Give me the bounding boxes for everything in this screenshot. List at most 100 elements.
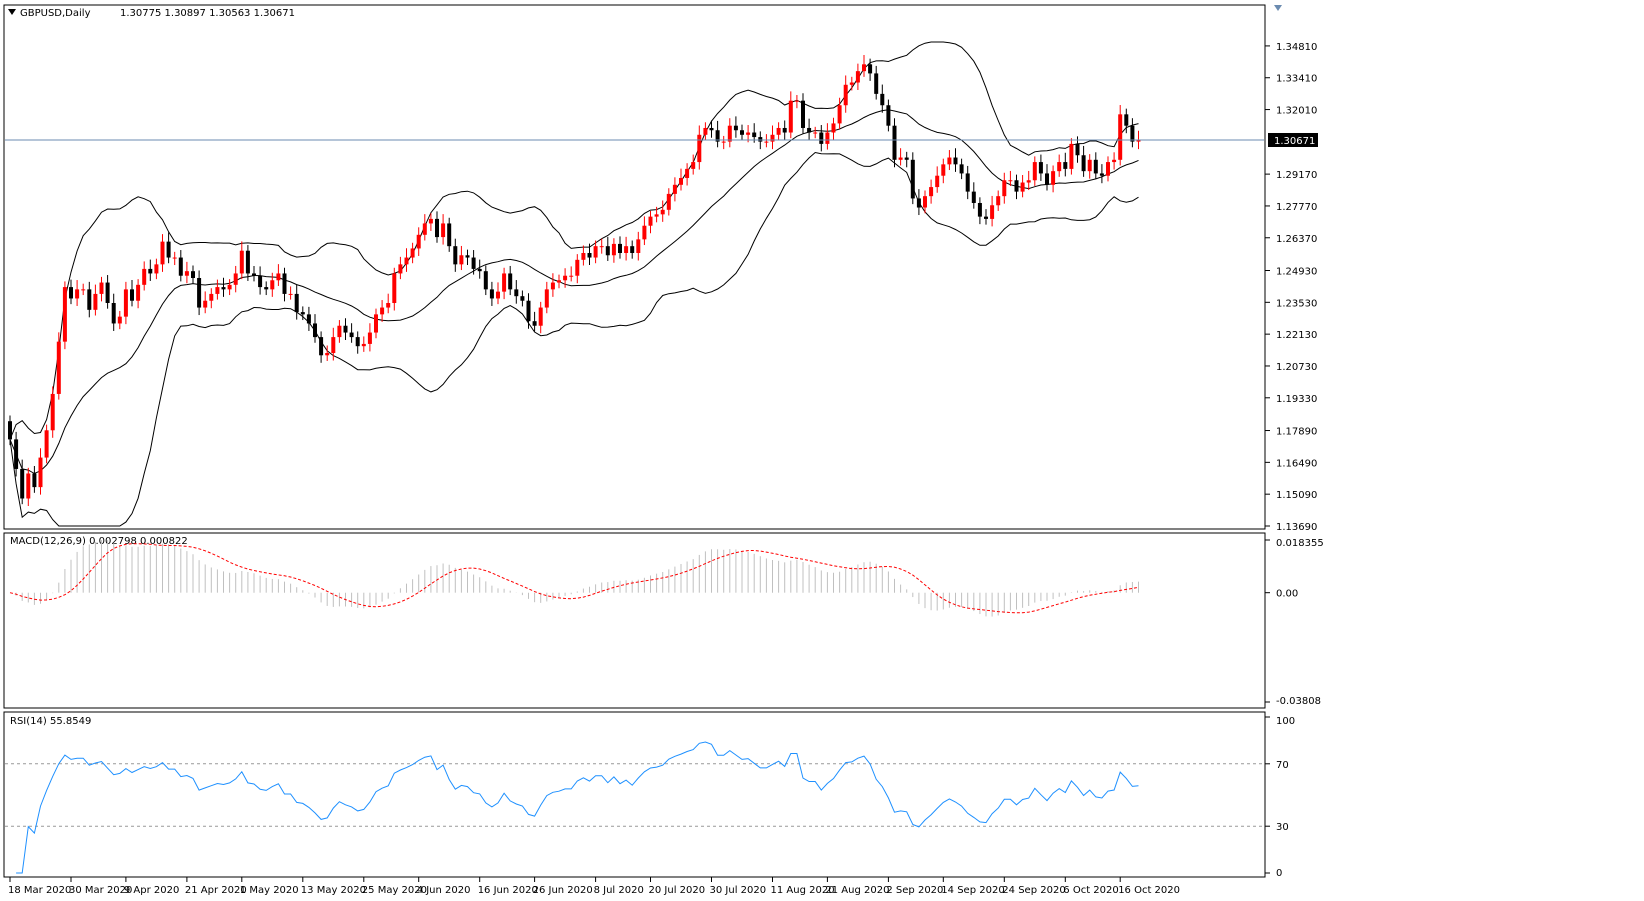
- candle-body: [599, 246, 604, 248]
- candle-body: [87, 289, 92, 310]
- candle-body: [715, 130, 720, 142]
- macd-tick-label: -0.03808: [1276, 696, 1321, 707]
- x-tick-label: 18 Mar 2020: [8, 885, 71, 896]
- candle-body: [1136, 140, 1141, 142]
- candle-body: [1106, 162, 1110, 176]
- x-tick-label: 25 May 2020: [362, 885, 427, 896]
- candle-body: [892, 125, 897, 160]
- candle-body: [666, 193, 671, 210]
- candle-body: [26, 473, 31, 499]
- candle-body: [941, 164, 946, 176]
- candle-body: [99, 282, 104, 294]
- candle-body: [727, 125, 732, 142]
- candle-body: [416, 234, 421, 249]
- macd-tick-label: 0.018355: [1276, 538, 1324, 549]
- candle-body: [1099, 173, 1104, 176]
- candle-body: [691, 162, 696, 169]
- candle-body: [1038, 162, 1043, 174]
- triangle-down-icon[interactable]: [8, 9, 16, 15]
- candle-body: [1008, 180, 1013, 182]
- candle-body: [20, 468, 25, 499]
- price-tick-label: 1.24930: [1276, 266, 1317, 277]
- candle-body: [459, 255, 464, 265]
- candle-body: [996, 196, 1001, 206]
- x-tick-label: 26 Jun 2020: [533, 885, 593, 896]
- candle-body: [422, 223, 427, 235]
- scroll-marker-icon[interactable]: [1274, 5, 1282, 11]
- price-panel-frame: [3, 4, 1266, 530]
- x-tick-label: 30 Jul 2020: [710, 885, 767, 896]
- candle-body: [483, 271, 488, 290]
- macd-tick-label: 0.00: [1276, 589, 1298, 600]
- candle-body: [398, 264, 403, 274]
- candle-body: [752, 132, 757, 138]
- candle-body: [575, 259, 580, 276]
- candle-body: [1063, 162, 1068, 169]
- price-tick-label: 1.26370: [1276, 234, 1317, 245]
- candle-body: [56, 341, 61, 394]
- candle-body: [361, 343, 366, 347]
- candle-body: [337, 325, 342, 338]
- candle-body: [746, 132, 751, 135]
- candle-body: [367, 332, 372, 344]
- candle-body: [837, 105, 842, 124]
- candle-body: [435, 218, 439, 238]
- candle-body: [410, 248, 415, 258]
- candle-body: [1087, 159, 1092, 172]
- candle-body: [227, 284, 232, 290]
- candle-body: [282, 273, 287, 294]
- candle-body: [404, 257, 409, 265]
- candle-body: [69, 287, 73, 299]
- price-tick-label: 1.27770: [1276, 202, 1317, 213]
- candle-body: [697, 134, 702, 163]
- symbol-label: GBPUSD,Daily: [20, 8, 91, 19]
- x-tick-label: 14 Sep 2020: [941, 885, 1004, 896]
- candle-body: [166, 241, 171, 258]
- candle-body: [953, 157, 958, 165]
- candle-body: [740, 130, 744, 135]
- candle-body: [807, 127, 812, 133]
- x-tick-label: 20 Jul 2020: [649, 885, 706, 896]
- candle-body: [1014, 180, 1019, 192]
- candle-body: [581, 252, 586, 260]
- candle-body: [136, 284, 141, 301]
- x-tick-label: 6 Oct 2020: [1063, 885, 1118, 896]
- current-price-box: [1268, 132, 1318, 147]
- candle-body: [32, 473, 37, 488]
- candle-body: [258, 275, 263, 288]
- price-tick-label: 1.13690: [1276, 522, 1317, 533]
- candle-body: [959, 164, 964, 174]
- x-tick-label: 16 Jun 2020: [478, 885, 538, 896]
- candle-body: [178, 257, 183, 276]
- candle-body: [819, 132, 824, 144]
- candle-body: [801, 100, 805, 128]
- price-tick-label: 1.33410: [1276, 74, 1317, 85]
- x-tick-label: 16 Oct 2020: [1118, 885, 1180, 896]
- candle-body: [496, 291, 500, 299]
- current-price-label: 1.30671: [1274, 136, 1315, 147]
- candle-body: [526, 300, 531, 322]
- candle-body: [374, 314, 378, 333]
- candle-body: [160, 241, 165, 265]
- candle-body: [636, 239, 641, 253]
- candle-body: [319, 337, 324, 356]
- candle-body: [184, 271, 189, 276]
- candle-body: [81, 289, 86, 291]
- candle-body: [294, 293, 299, 313]
- candle-body: [343, 325, 348, 333]
- price-tick-label: 1.20730: [1276, 362, 1317, 373]
- candle-body: [880, 93, 885, 106]
- candle-body: [794, 100, 799, 102]
- candle-body: [313, 323, 317, 338]
- candle-body: [489, 289, 494, 299]
- candle-body: [618, 243, 622, 253]
- candle-body: [44, 430, 49, 458]
- candle-body: [111, 303, 116, 324]
- candle-body: [563, 275, 568, 281]
- candle-body: [1057, 162, 1062, 172]
- candle-body: [855, 71, 860, 83]
- candle-body: [557, 280, 561, 283]
- candle-body: [386, 303, 391, 308]
- candle-body: [1045, 173, 1049, 185]
- macd-panel-frame: [3, 532, 1266, 709]
